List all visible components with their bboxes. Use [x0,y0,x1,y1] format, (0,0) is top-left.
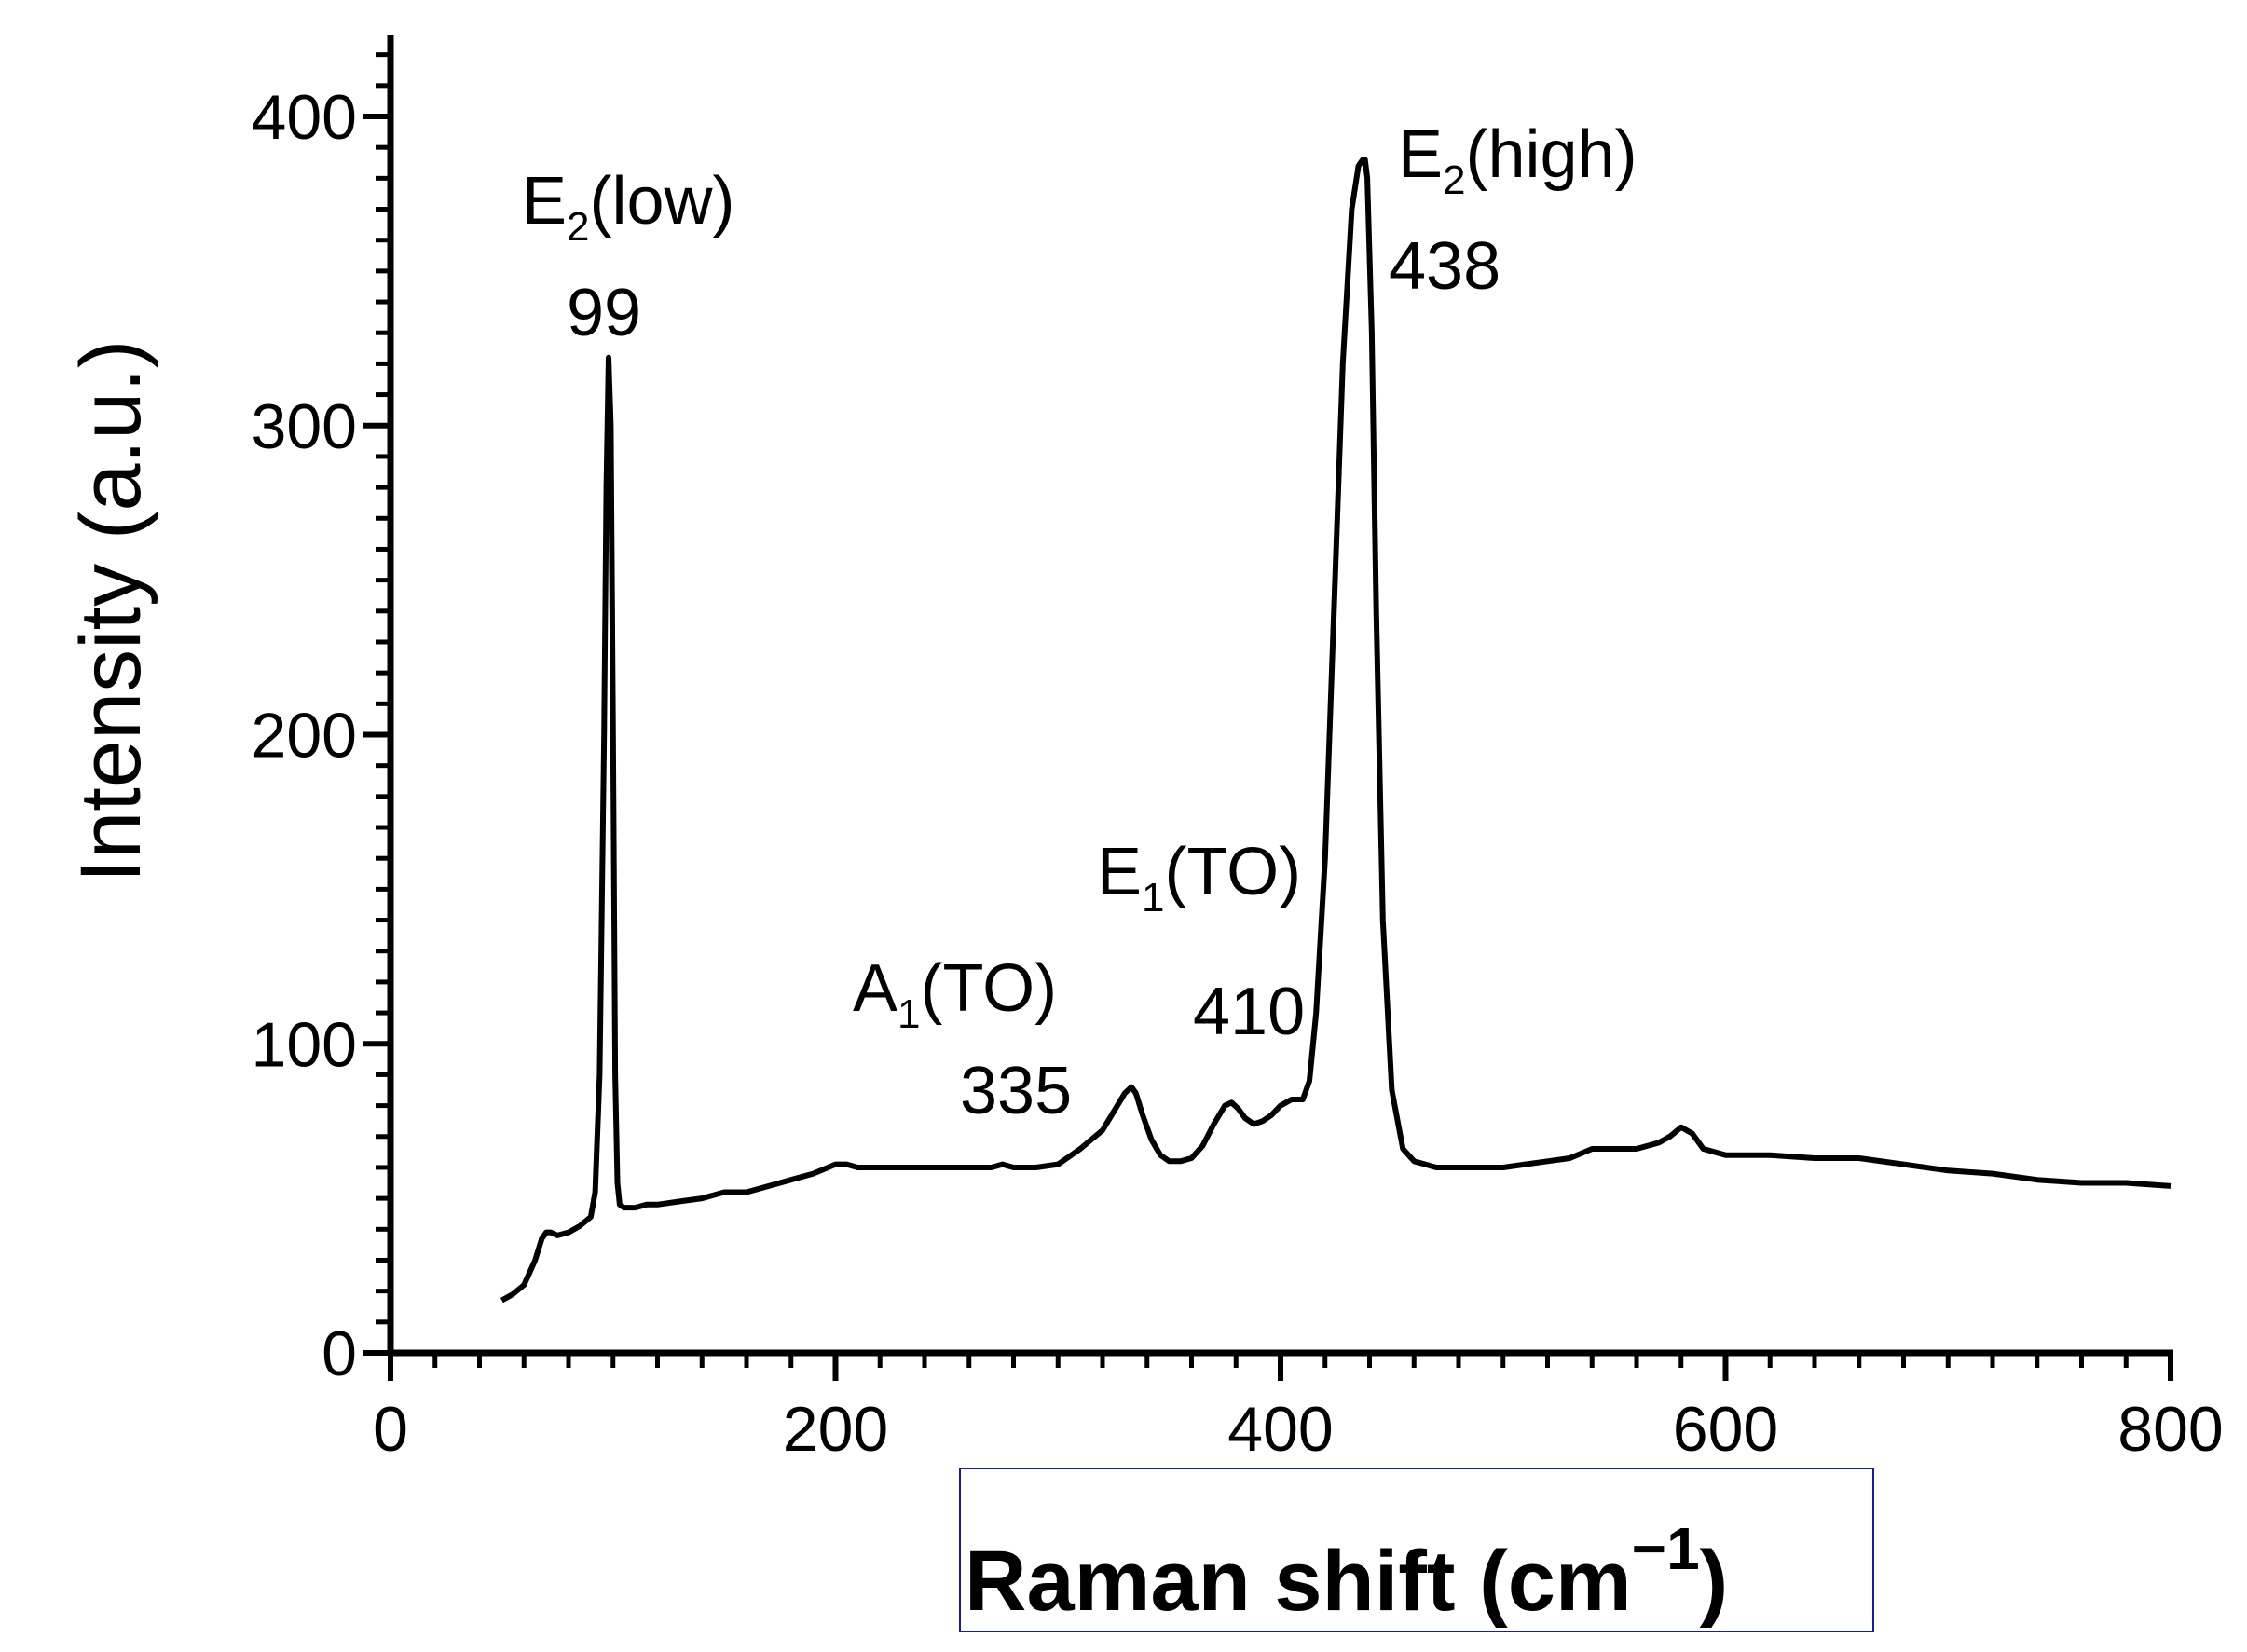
peak-annotation-e2-low: E2(low) 99 [522,164,735,350]
peak-value-label: 438 [1389,229,1500,304]
y-tick-labels: 0 100 200 300 400 [252,82,357,1389]
spectrum-line [500,157,2172,1304]
x-axis-ticks [388,1353,2173,1381]
y-tick-label: 200 [252,701,357,771]
x-axis-label: Raman shift (cm−1) [965,1515,1728,1629]
peak-value-label: 99 [567,276,641,350]
y-tick-label: 400 [252,82,357,153]
x-axis-label-box [959,1468,1874,1632]
x-tick-label: 200 [783,1394,888,1465]
x-axis-label-text: Raman shift (cm [965,1534,1632,1629]
x-axis-label-group: Raman shift (cm−1) [959,1468,1874,1632]
x-axis-label-close: ) [1700,1534,1729,1629]
y-axis-ticks [363,52,390,1356]
y-axis-label: Intensity (a.u.) [63,340,158,883]
peak-annotations: E2(low) 99 A1(TO) 335 E1(TO) 410 E2(high… [522,117,1637,1128]
peak-annotation-e1-to: E1(TO) 410 [1097,835,1305,1049]
peak-value-label: 410 [1193,975,1305,1049]
x-tick-labels: 0 200 400 600 800 [373,1394,2224,1465]
peak-annotation-a1-to: A1(TO) 335 [853,951,1072,1128]
x-tick-label: 600 [1673,1394,1778,1465]
x-tick-label: 0 [373,1394,408,1465]
peak-value-label: 335 [960,1054,1072,1128]
x-tick-label: 400 [1227,1394,1333,1465]
peak-annotation-e2-high: E2(high) 438 [1389,117,1637,304]
peak-mode-label: E1(TO) [1097,835,1301,921]
peak-mode-label: E2(high) [1398,117,1637,203]
y-tick-label: 100 [252,1009,357,1080]
x-tick-label: 800 [2117,1394,2223,1465]
peak-mode-label: A1(TO) [853,951,1057,1037]
peak-mode-label: E2(low) [522,164,735,250]
x-axis-label-superscript: −1 [1632,1515,1700,1582]
y-tick-label: 300 [252,391,357,462]
y-tick-label: 0 [322,1318,357,1389]
